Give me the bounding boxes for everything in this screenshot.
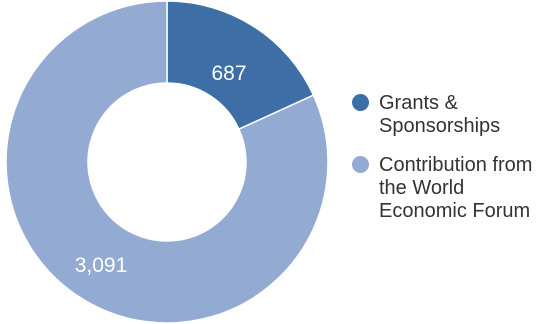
data-label-forum: 3,091 [75,254,128,277]
legend: Grants & Sponsorships Contribution from … [352,92,552,239]
slice-grants [166,0,315,131]
legend-swatch-grants [352,94,369,111]
legend-swatch-forum [352,156,369,173]
legend-item-forum: Contribution from the World Economic For… [352,154,552,223]
donut-chart: 687 3,091 [5,0,329,324]
slice-forum [5,0,329,324]
data-label-grants: 687 [211,62,246,85]
legend-item-grants: Grants & Sponsorships [352,92,552,138]
legend-label-forum: Contribution from the World Economic For… [379,154,533,222]
legend-label-grants: Grants & Sponsorships [379,92,501,137]
